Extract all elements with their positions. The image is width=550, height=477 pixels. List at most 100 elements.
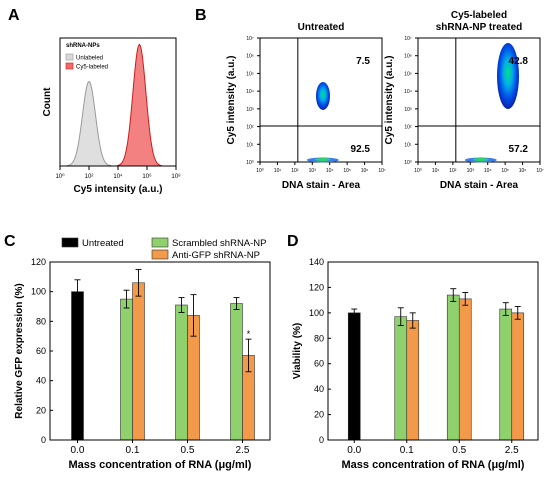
density-cluster <box>316 82 330 110</box>
density-cluster <box>497 43 519 109</box>
x-tick-label: 10⁷ <box>378 168 386 174</box>
x-axis-label: Mass concentration of RNA (μg/ml) <box>342 459 525 471</box>
x-tick-label: 10¹ <box>432 168 440 174</box>
x-tick-label: 10⁵ <box>501 168 509 174</box>
x-tick-label: 10⁰ <box>256 168 264 174</box>
plot-title: Cy5-labeled <box>451 10 507 21</box>
quadrant-value-upper-right: 42.8 <box>509 56 529 67</box>
y-tick-label: 40 <box>36 376 46 386</box>
plot-title: Untreated <box>298 22 345 33</box>
y-tick-label: 10⁰ <box>246 160 254 166</box>
y-tick-label: 20 <box>36 405 46 415</box>
bar-chart-gfp: 0.0 0.1 0.5 * 2.5 0 20 40 60 80 100 120 Mass concent… <box>14 237 271 471</box>
bar-scrambled-shrna-np <box>394 316 408 441</box>
bar-untreated <box>347 312 361 441</box>
x-tick-label: 10³ <box>467 168 475 174</box>
x-axis-label: Cy5 intensity (a.u.) <box>74 184 163 195</box>
bar-anti-gfp-shrna-np <box>511 312 525 441</box>
legend-entry: Cy5-labeled <box>76 65 108 71</box>
y-tick-label: 10⁶ <box>404 54 412 60</box>
quadrant-value-lower-right: 57.2 <box>509 144 529 155</box>
x-tick-label: 10⁸ <box>171 173 181 180</box>
bar-scrambled-shrna-np <box>120 298 133 441</box>
y-tick-label: 10⁷ <box>404 36 412 42</box>
legend-swatch <box>65 62 74 70</box>
plot-frame <box>417 37 541 163</box>
y-tick-label: 80 <box>314 333 324 343</box>
y-axis-label: Count <box>42 87 53 117</box>
legend-entry: Scrambled shRNA-NP <box>172 238 267 249</box>
x-tick-label: 0.1 <box>400 445 414 456</box>
y-tick-label: 40 <box>314 384 324 394</box>
bar-chart-viability: 0.0 0.1 0.5 2.5 0 20 40 60 80 100 120 140 Mass conce… <box>292 257 539 471</box>
x-tick-label: 10² <box>291 168 299 174</box>
x-tick-label: 0.0 <box>71 445 85 456</box>
bar-scrambled-shrna-np <box>175 304 188 441</box>
x-tick-label: 0.1 <box>126 445 140 456</box>
histogram-unlabeled <box>66 80 112 167</box>
legend-swatch <box>65 53 74 61</box>
y-tick-label: 10² <box>404 125 412 131</box>
legend-entry: Anti-GFP shRNA-NP <box>172 250 260 261</box>
legend-entry: Unlabeled <box>76 56 103 62</box>
y-tick-label: 0 <box>41 435 46 445</box>
y-tick-label: 100 <box>31 287 46 297</box>
legend-swatch <box>151 249 169 260</box>
x-tick-label: 10² <box>85 174 94 180</box>
x-tick-label: 10² <box>449 168 457 174</box>
y-tick-label: 10¹ <box>246 142 254 148</box>
panel-label-d: D <box>287 233 299 250</box>
x-tick-label: 10⁶ <box>142 173 152 180</box>
y-tick-label: 10³ <box>246 107 254 113</box>
y-axis-label: Relative GFP expression (%) <box>14 283 25 418</box>
plot-title: shRNA-NP treated <box>436 22 523 33</box>
flow-plot-untreated: Untreated 10⁰ 10¹ 10² 10³ 10⁴ 10⁵ 10⁶ 10⁷ 10⁰ 10¹ 1… <box>226 22 386 191</box>
y-tick-label: 10⁵ <box>246 71 254 77</box>
x-tick-label: 0.5 <box>452 445 466 456</box>
legend-title: shRNA-NPs <box>66 43 100 49</box>
density-band-core <box>472 158 489 161</box>
y-tick-label: 60 <box>36 346 46 356</box>
y-axis-label: Cy5 intensity (a.u.) <box>384 56 395 145</box>
y-tick-label: 10⁴ <box>404 89 412 95</box>
bar-anti-gfp-shrna-np <box>458 298 472 441</box>
x-tick-label: 10⁶ <box>519 168 527 174</box>
y-tick-label: 10² <box>246 125 254 131</box>
y-tick-label: 100 <box>309 308 324 318</box>
x-tick-label: 0.5 <box>181 445 195 456</box>
y-tick-label: 10¹ <box>404 142 412 148</box>
y-axis-label: Cy5 intensity (a.u.) <box>226 56 237 145</box>
legend-swatch <box>61 237 79 248</box>
y-tick-label: 140 <box>309 257 324 267</box>
y-tick-label: 120 <box>31 257 46 267</box>
histogram-cy5-labeled <box>116 43 162 167</box>
x-tick-label: 2.5 <box>505 445 519 456</box>
quadrant-value-upper-right: 7.5 <box>356 56 370 67</box>
y-axis-label: Viability (%) <box>292 323 303 380</box>
bar-scrambled-shrna-np <box>499 308 513 441</box>
quadrant-value-lower-right: 92.5 <box>351 144 371 155</box>
y-tick-label: 80 <box>36 316 46 326</box>
y-tick-label: 120 <box>309 282 324 292</box>
y-tick-label: 60 <box>314 359 324 369</box>
y-tick-label: 10³ <box>404 107 412 113</box>
bar-anti-gfp-shrna-np <box>406 320 420 441</box>
y-tick-label: 0 <box>319 435 324 445</box>
x-tick-label: 10¹ <box>274 168 282 174</box>
x-tick-label: 10⁴ <box>484 168 492 174</box>
panel-label-b: B <box>195 7 207 24</box>
x-axis-label: Mass concentration of RNA (μg/ml) <box>69 459 252 471</box>
x-tick-label: 0.0 <box>347 445 361 456</box>
panel-label-a: A <box>8 7 20 24</box>
density-band-core <box>314 158 331 161</box>
bar-scrambled-shrna-np <box>446 294 460 441</box>
y-tick-label: 10⁶ <box>246 54 254 60</box>
significance-marker: * <box>247 329 251 339</box>
histogram-panel-a: 10⁰ 10² 10⁴ 10⁶ 10⁸ Cy5 intensity (a.u.) Count… <box>42 37 181 195</box>
y-tick-label: 20 <box>314 410 324 420</box>
y-tick-label: 10⁴ <box>246 89 254 95</box>
legend-entry: Untreated <box>82 238 124 249</box>
x-tick-label: 10⁷ <box>536 168 544 174</box>
